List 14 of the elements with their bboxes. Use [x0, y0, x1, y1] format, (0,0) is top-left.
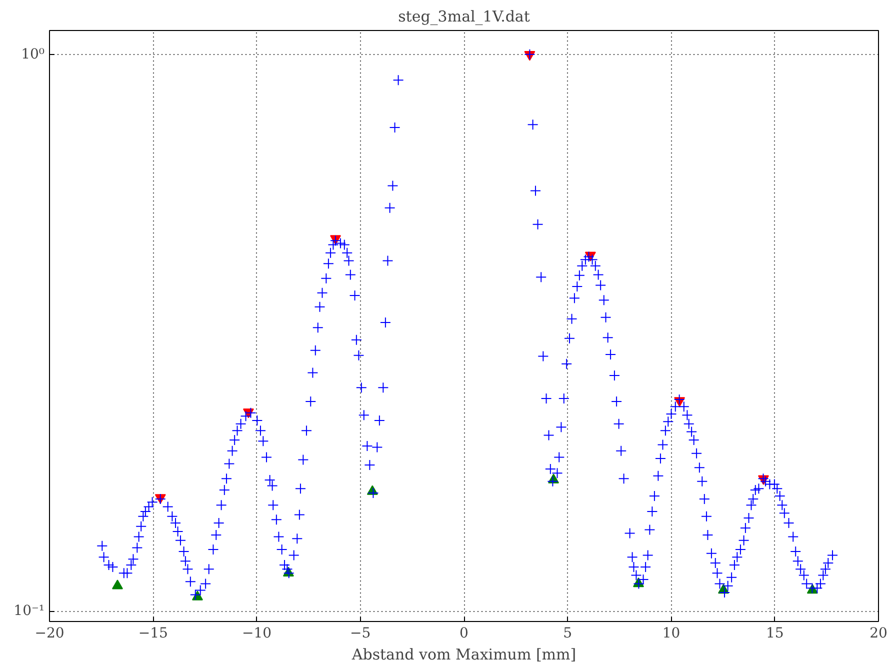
point	[112, 580, 123, 590]
y-tick-label: 10⁻¹	[14, 603, 45, 620]
x-tick-label: −10	[242, 626, 272, 642]
x-tick-label: 0	[460, 626, 468, 642]
x-tick-label: 15	[766, 626, 784, 642]
x-tick-label: 5	[563, 626, 572, 642]
x-tick-label: 20	[870, 626, 888, 642]
x-tick-label: −15	[138, 626, 168, 642]
x-tick-label: 10	[662, 626, 680, 642]
chart-title: steg_3mal_1V.dat	[398, 8, 530, 26]
x-axis-title: Abstand vom Maximum [mm]	[350, 646, 576, 664]
y-tick-label: 10⁰	[21, 46, 45, 62]
x-tick-label: −5	[350, 626, 371, 642]
x-tick-label: −20	[34, 626, 64, 642]
